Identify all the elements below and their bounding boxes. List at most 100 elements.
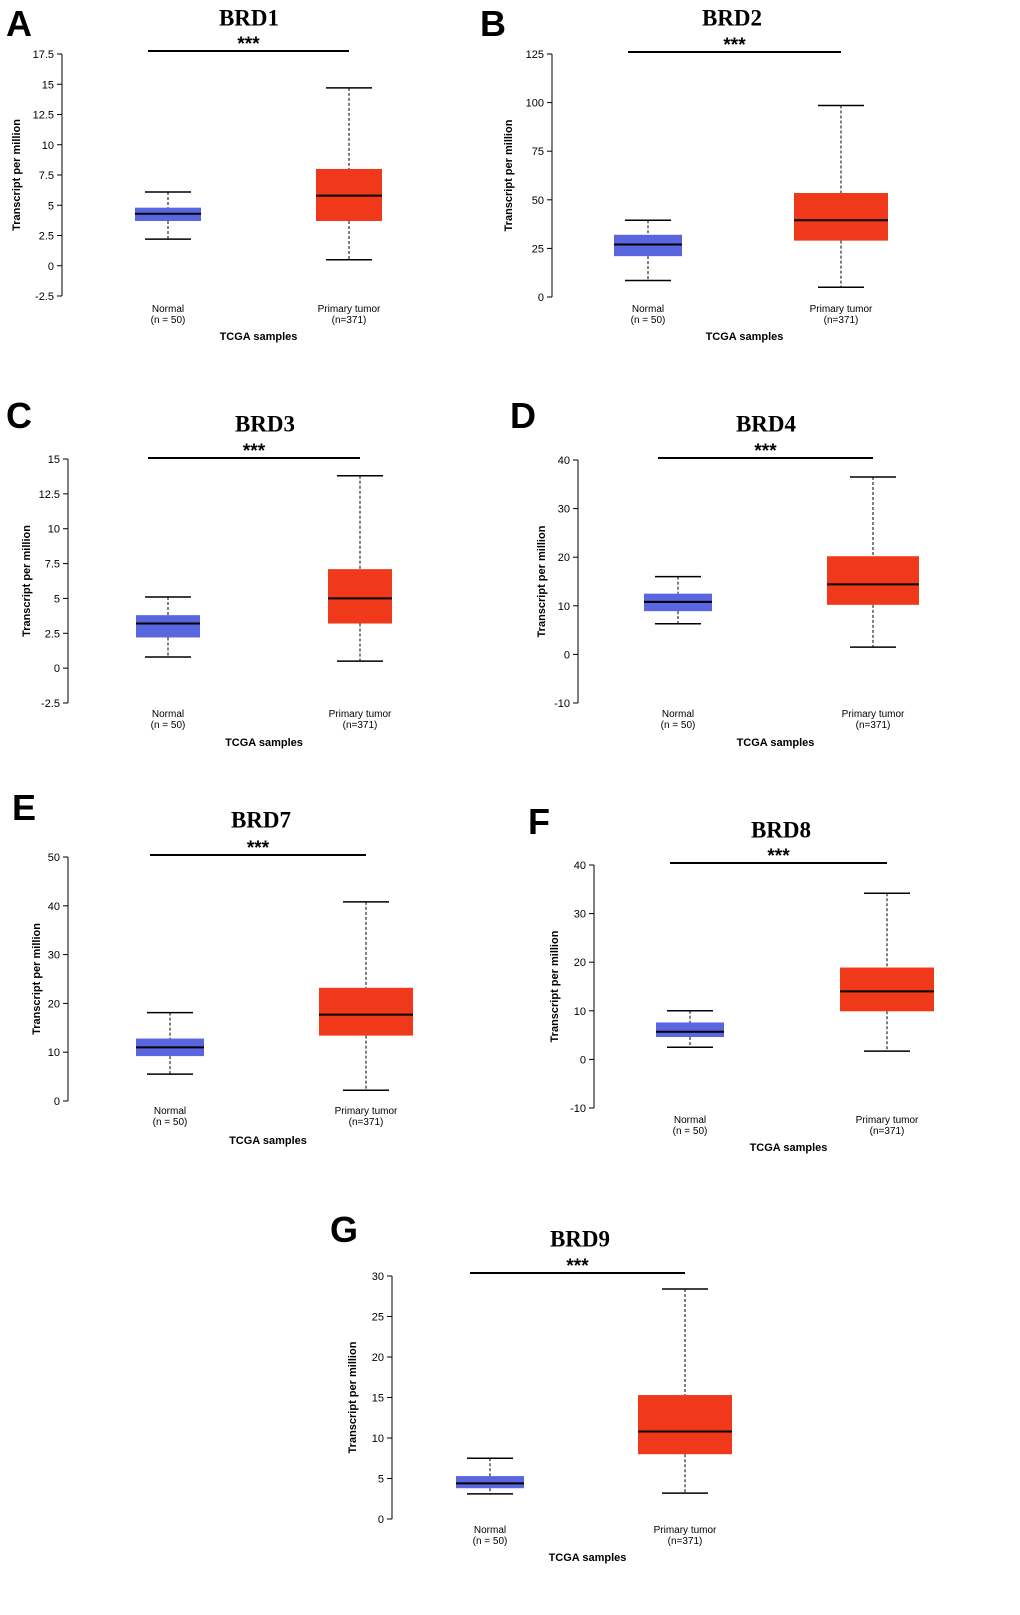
- y-tick-label: 125: [526, 49, 544, 61]
- x-axis-title: TCGA samples: [225, 737, 303, 749]
- iqr-box: [656, 1022, 724, 1038]
- y-axis-title: Transcript per million: [11, 119, 23, 231]
- y-tick-label: 30: [558, 504, 570, 516]
- iqr-box: [638, 1395, 732, 1455]
- y-tick-label: 30: [574, 909, 586, 921]
- x-category-label: Normal: [152, 304, 184, 315]
- y-tick-label: 12.5: [33, 110, 54, 122]
- x-category-label: Primary tumor: [842, 709, 905, 720]
- y-tick-label: 7.5: [39, 170, 54, 182]
- x-axis-title: TCGA samples: [706, 331, 784, 343]
- x-category-n: (n = 50): [661, 720, 696, 731]
- x-category-label: Primary tumor: [654, 1525, 717, 1536]
- y-axis-title: Transcript per million: [31, 923, 43, 1035]
- box-primary-tumor: [794, 104, 888, 289]
- y-tick-label: 25: [532, 243, 544, 255]
- y-tick-label: 5: [48, 200, 54, 212]
- y-tick-label: 12.5: [39, 489, 60, 501]
- chart-title: BRD3: [235, 411, 295, 436]
- x-category-n: (n = 50): [151, 720, 186, 731]
- y-tick-label: 20: [574, 957, 586, 969]
- x-category-label: Normal: [154, 1106, 186, 1117]
- y-tick-label: 20: [372, 1352, 384, 1364]
- y-tick-label: 40: [558, 455, 570, 467]
- y-tick-label: 0: [538, 292, 544, 304]
- y-axis-title: Transcript per million: [21, 525, 33, 637]
- x-category-n: (n=371): [870, 1126, 905, 1137]
- x-category-label: Primary tumor: [335, 1106, 398, 1117]
- x-category-label: Primary tumor: [810, 304, 873, 315]
- y-tick-label: 5: [378, 1474, 384, 1486]
- panel-a: A BRD1 17.5 15 12.5 10 7.5 5 2.5 0 -2.5 Transcript …: [6, 3, 382, 343]
- significance-stars: ***: [237, 34, 260, 55]
- x-category-label: Primary tumor: [318, 304, 381, 315]
- y-tick-label: -2.5: [35, 291, 54, 303]
- panel-c: C BRD3 15 12.5 10 7.5 5 2.5 0 -2.5 Transcript per …: [6, 395, 392, 749]
- y-tick-label: 0: [580, 1054, 586, 1066]
- x-axis-title: TCGA samples: [737, 737, 815, 749]
- y-tick-label: 30: [372, 1271, 384, 1283]
- box-primary-tumor: [638, 1288, 732, 1494]
- iqr-box: [840, 967, 934, 1012]
- box-normal: [656, 1010, 724, 1048]
- y-axis-title: Transcript per million: [347, 1341, 359, 1453]
- x-category-n: (n=371): [856, 720, 891, 731]
- y-tick-label: 40: [574, 860, 586, 872]
- y-axis-title: Transcript per million: [536, 525, 548, 637]
- iqr-box: [456, 1476, 524, 1489]
- significance-stars: ***: [247, 838, 270, 859]
- y-tick-label: 5: [54, 593, 60, 605]
- y-tick-label: 2.5: [39, 231, 54, 243]
- box-primary-tumor: [328, 474, 392, 662]
- chart-title: BRD1: [219, 5, 279, 30]
- y-tick-label: 50: [48, 852, 60, 864]
- significance-stars: ***: [767, 846, 790, 867]
- y-tick-label: 2.5: [45, 628, 60, 640]
- y-axis-title: Transcript per million: [549, 930, 561, 1042]
- x-category-n: (n = 50): [631, 315, 666, 326]
- x-category-n: (n=371): [824, 315, 859, 326]
- y-tick-label: 15: [48, 454, 60, 466]
- x-axis-title: TCGA samples: [549, 1552, 627, 1564]
- y-tick-label: 10: [48, 1047, 60, 1059]
- y-tick-label: 75: [532, 146, 544, 158]
- y-axis-title: Transcript per million: [503, 119, 515, 231]
- chart-title: BRD2: [702, 5, 762, 30]
- panel-e: E BRD7 50 40 30 20 10 0 Transcript per million **…: [12, 787, 413, 1147]
- y-tick-label: -2.5: [41, 698, 60, 710]
- y-tick-label: -10: [570, 1103, 586, 1115]
- panel-letter: D: [510, 395, 536, 436]
- y-tick-label: 100: [526, 98, 544, 110]
- panel-g: G BRD9 30 25 20 15 10 5 0 Transcript per million *…: [330, 1209, 732, 1564]
- box-normal: [644, 575, 712, 625]
- x-axis-title: TCGA samples: [229, 1135, 307, 1147]
- y-tick-label: 50: [532, 195, 544, 207]
- y-tick-label: 10: [372, 1433, 384, 1445]
- panel-b: B BRD2 125 100 75 50 25 0 Transcript per million…: [480, 3, 888, 343]
- y-tick-label: 10: [48, 524, 60, 536]
- significance-stars: ***: [566, 1256, 589, 1277]
- y-tick-label: 7.5: [45, 559, 60, 571]
- x-category-n: (n = 50): [473, 1536, 508, 1547]
- panel-letter: F: [528, 801, 550, 842]
- x-axis-title: TCGA samples: [220, 331, 298, 343]
- panel-letter: E: [12, 787, 36, 828]
- y-tick-label: 25: [372, 1312, 384, 1324]
- x-category-label: Normal: [662, 709, 694, 720]
- y-tick-label: 0: [54, 663, 60, 675]
- x-category-n: (n = 50): [151, 315, 186, 326]
- y-tick-label: 0: [48, 261, 54, 273]
- panel-d: D BRD4 40 30 20 10 0 -10 Transcript per million *…: [510, 395, 919, 749]
- y-tick-label: -10: [554, 698, 570, 710]
- iqr-box: [319, 987, 413, 1036]
- y-tick-label: 15: [372, 1393, 384, 1405]
- box-primary-tumor: [840, 892, 934, 1052]
- panel-letter: G: [330, 1209, 358, 1250]
- x-axis-title: TCGA samples: [750, 1142, 828, 1154]
- iqr-box: [328, 569, 392, 624]
- x-category-n: (n=371): [349, 1117, 384, 1128]
- x-category-n: (n = 50): [153, 1117, 188, 1128]
- panel-f: F BRD8 40 30 20 10 0 -10 Transcript per million *…: [528, 801, 934, 1154]
- chart-title: BRD8: [751, 817, 811, 842]
- x-category-label: Normal: [152, 709, 184, 720]
